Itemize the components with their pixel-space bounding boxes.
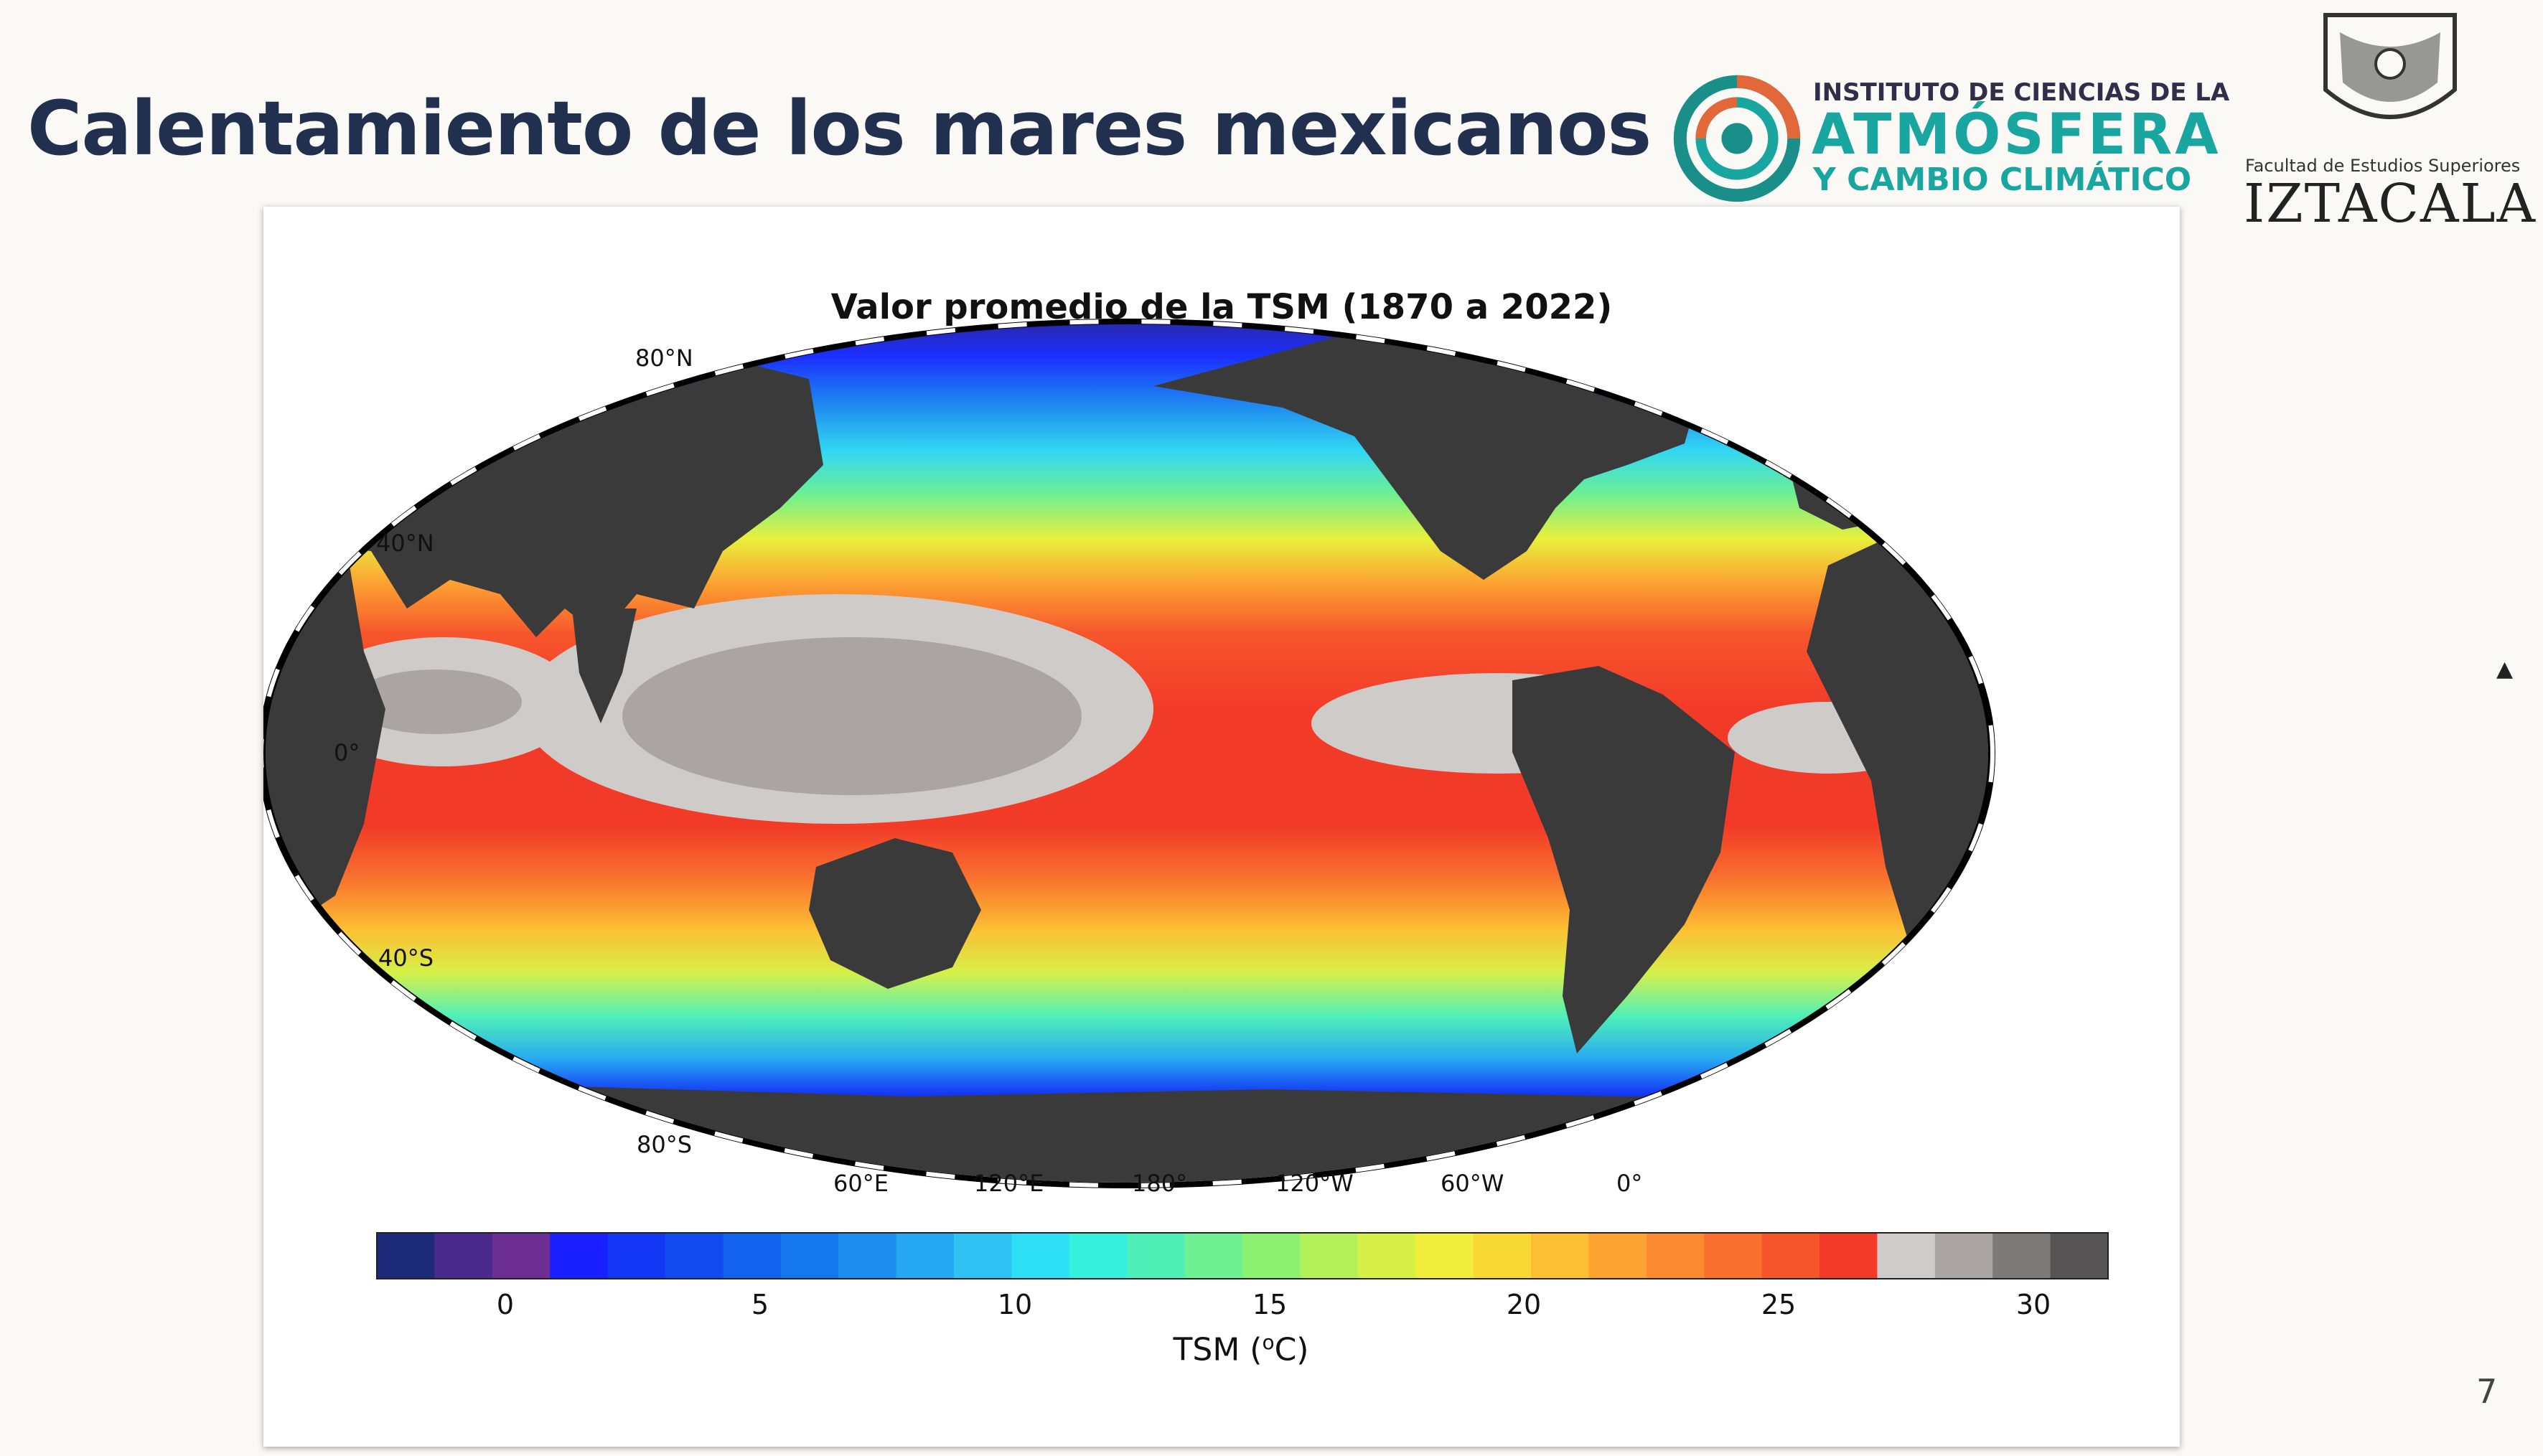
colorbar-swatch — [434, 1233, 493, 1279]
colorbar-swatch — [1127, 1233, 1186, 1279]
lon-label-120e: 120°E — [974, 1170, 1044, 1197]
colorbar-swatch — [838, 1233, 897, 1279]
lat-label-80s: 80°S — [637, 1131, 693, 1158]
south-america-land — [1512, 666, 1735, 1053]
colorbar-swatch — [377, 1233, 435, 1279]
colorbar-border — [376, 1232, 2109, 1279]
north-america-land — [1153, 336, 1699, 580]
colorbar-label-main: TSM ( — [1173, 1331, 1263, 1368]
colorbar-swatch — [1992, 1233, 2051, 1279]
icac-ring-icon — [1673, 75, 1801, 202]
colorbar-tick: 10 — [997, 1289, 1033, 1320]
colorbar — [376, 1232, 2109, 1279]
colorbar-swatch — [1357, 1233, 1416, 1279]
unam-line2: IZTACALA — [2244, 173, 2537, 235]
colorbar-swatch — [1704, 1233, 1763, 1279]
colorbar-label-end: C) — [1274, 1331, 1309, 1368]
unam-shield-icon — [2323, 13, 2457, 119]
sst-world-map — [263, 319, 1995, 1188]
colorbar-tick: 25 — [1761, 1289, 1797, 1320]
colorbar-swatch — [2050, 1233, 2109, 1279]
africa-east-land — [1807, 515, 1988, 960]
colorbar-swatch — [896, 1233, 955, 1279]
colorbar-swatch — [1761, 1233, 1820, 1279]
colorbar-swatch — [780, 1233, 839, 1279]
india-land — [572, 609, 637, 723]
colorbar-swatch — [954, 1233, 1012, 1279]
page-number: 7 — [2476, 1372, 2498, 1411]
australia-land — [809, 838, 981, 989]
colorbar-swatch — [1877, 1233, 1936, 1279]
colorbar-swatch — [1069, 1233, 1128, 1279]
colorbar-swatch — [1473, 1233, 1532, 1279]
colorbar-label: TSM (oC) — [1174, 1330, 1309, 1368]
lon-label-120w: 120°W — [1275, 1170, 1354, 1197]
lat-label-40s: 40°S — [378, 944, 434, 972]
icac-line1: INSTITUTO DE CIENCIAS DE LA — [1813, 78, 2230, 107]
colorbar-tick: 0 — [496, 1289, 515, 1320]
colorbar-swatch — [665, 1233, 723, 1279]
colorbar-swatch — [1184, 1233, 1243, 1279]
colorbar-tick: 30 — [2015, 1289, 2051, 1320]
slide-title: Calentamiento de los mares mexicanos — [27, 85, 1652, 172]
colorbar-swatch — [492, 1233, 551, 1279]
colorbar-tick: 20 — [1506, 1289, 1542, 1320]
unam-logo: Facultad de Estudios Superiores IZTACALA — [2239, 4, 2541, 235]
unam-line1: Facultad de Estudios Superiores — [2245, 156, 2521, 176]
lon-label-0: 0° — [1616, 1170, 1643, 1197]
colorbar-swatch — [1531, 1233, 1589, 1279]
icac-line3: Y CAMBIO CLIMÁTICO — [1813, 161, 2192, 198]
figure-title: Valor promedio de la TSM (1870 a 2022) — [830, 287, 1613, 327]
sst-figure: Valor promedio de la TSM (1870 a 2022) — [263, 207, 2180, 1447]
lon-label-60e: 60°E — [833, 1170, 889, 1197]
colorbar-swatch — [723, 1233, 782, 1279]
colorbar-swatch — [1934, 1233, 1993, 1279]
colorbar-swatch — [1588, 1233, 1647, 1279]
colorbar-swatch — [550, 1233, 609, 1279]
colorbar-swatch — [1820, 1233, 1878, 1279]
colorbar-label-sup: o — [1262, 1330, 1275, 1354]
colorbar-swatch — [1415, 1233, 1474, 1279]
lon-label-180: 180° — [1132, 1170, 1188, 1197]
lat-label-40n: 40°N — [376, 530, 434, 557]
colorbar-tick: 15 — [1252, 1289, 1288, 1320]
colorbar-swatch — [1242, 1233, 1301, 1279]
colorbar-swatch — [1300, 1233, 1359, 1279]
colorbar-tick: 5 — [751, 1289, 769, 1320]
colorbar-swatch — [607, 1233, 666, 1279]
lat-label-0: 0° — [334, 739, 360, 766]
lon-label-60w: 60°W — [1441, 1170, 1504, 1197]
mouse-cursor-icon: ▲ — [2496, 657, 2514, 682]
colorbar-swatch — [1646, 1233, 1705, 1279]
lat-label-80n: 80°N — [635, 344, 693, 372]
icac-line2: ATMÓSFERA — [1812, 103, 2221, 167]
colorbar-swatch — [1011, 1233, 1070, 1279]
icac-logo: INSTITUTO DE CIENCIAS DE LA ATMÓSFERA Y … — [1672, 68, 2229, 212]
